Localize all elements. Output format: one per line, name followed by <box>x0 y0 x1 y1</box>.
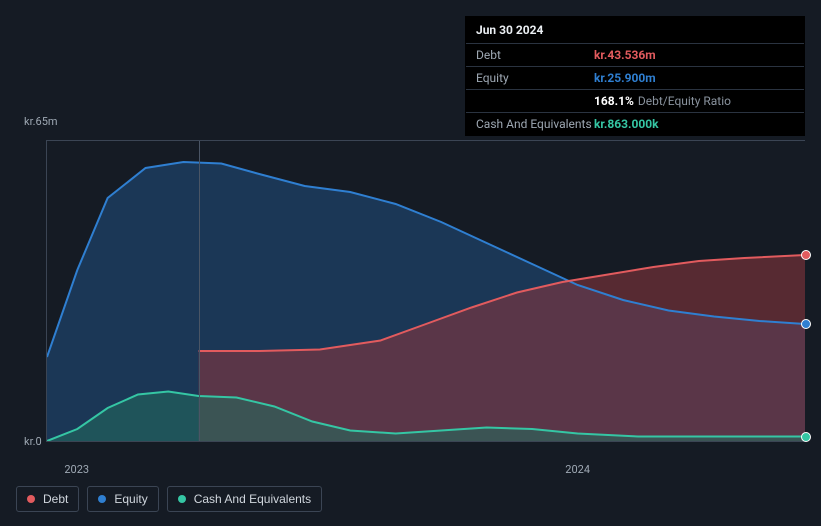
x-axis-tick-label: 2023 <box>64 463 89 476</box>
legend-label: Equity <box>114 492 147 506</box>
chart-svg <box>47 141 805 441</box>
end-marker-equity <box>801 319 811 329</box>
tooltip-row-value: kr.863.000k <box>594 117 659 131</box>
y-axis-min-label: kr.0 <box>24 435 42 448</box>
x-axis-tick-label: 2024 <box>565 463 590 476</box>
tooltip-row-label: Cash And Equivalents <box>476 117 594 131</box>
legend-toggle-equity[interactable]: Equity <box>87 486 158 512</box>
tooltip-row-value: kr.43.536m <box>594 48 656 62</box>
legend-toggle-cash[interactable]: Cash And Equivalents <box>167 486 322 512</box>
y-axis-max-label: kr.65m <box>24 115 58 128</box>
legend-dot-icon <box>178 495 186 503</box>
tooltip-row-label: Debt <box>476 48 594 62</box>
tooltip-row-value: kr.25.900m <box>594 71 656 85</box>
legend: Debt Equity Cash And Equivalents <box>16 486 322 512</box>
plot-region[interactable] <box>46 140 805 442</box>
legend-toggle-debt[interactable]: Debt <box>16 486 79 512</box>
tooltip-date: Jun 30 2024 <box>466 17 804 43</box>
tooltip-row: Debtkr.43.536m <box>466 43 804 66</box>
legend-dot-icon <box>98 495 106 503</box>
debt-equity-chart-panel: { "tooltip": { "title": "Jun 30 2024", "… <box>0 0 821 526</box>
legend-label: Cash And Equivalents <box>194 492 311 506</box>
tooltip-row-suffix: Debt/Equity Ratio <box>638 94 731 108</box>
hover-track-line <box>199 141 200 441</box>
tooltip-row-value: 168.1% <box>594 94 634 108</box>
tooltip-rows: Debtkr.43.536mEquitykr.25.900m168.1%Debt… <box>466 43 804 135</box>
end-marker-debt <box>801 250 811 260</box>
tooltip-row: 168.1% Debt/Equity Ratio <box>466 89 804 112</box>
tooltip-row: Equitykr.25.900m <box>466 66 804 89</box>
end-marker-cash <box>801 432 811 442</box>
tooltip-row-label: Equity <box>476 71 594 85</box>
legend-dot-icon <box>27 495 35 503</box>
legend-label: Debt <box>43 492 68 506</box>
hover-tooltip: Jun 30 2024 Debtkr.43.536mEquitykr.25.90… <box>465 16 805 136</box>
chart-area: kr.65m kr.0 20232024 <box>16 130 805 456</box>
